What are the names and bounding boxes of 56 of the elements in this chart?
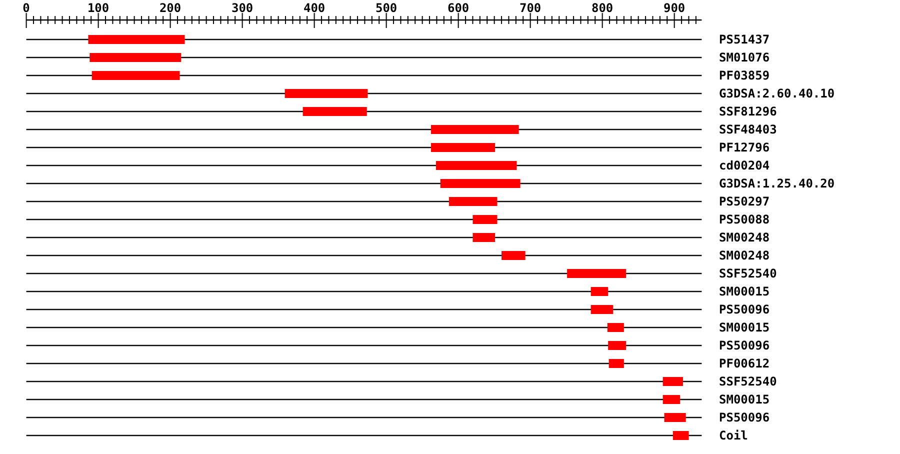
y-tick-label: SM00248 <box>719 230 770 244</box>
bar <box>662 395 680 404</box>
bar <box>430 143 496 152</box>
bar <box>590 287 608 296</box>
y-tick-label: Coil <box>719 428 748 442</box>
x-tick-label: 200 <box>159 1 182 15</box>
bar <box>672 431 689 440</box>
x-tick-label: 100 <box>87 1 110 15</box>
x-tick-label: 700 <box>519 1 542 15</box>
y-tick-label: PF03859 <box>719 68 770 82</box>
x-tick-label: 500 <box>375 1 398 15</box>
bar <box>567 269 626 278</box>
x-tick-label: 900 <box>663 1 686 15</box>
bar <box>448 197 498 206</box>
bar <box>88 35 185 44</box>
bar <box>436 161 517 170</box>
y-tick-label: PS51437 <box>719 32 770 46</box>
bar <box>284 89 368 98</box>
bar <box>92 71 180 80</box>
y-tick-label: PS50096 <box>719 302 770 316</box>
bar <box>607 323 624 332</box>
bar <box>90 53 182 62</box>
y-tick-label: PS50297 <box>719 194 770 208</box>
bar <box>302 107 367 116</box>
bar <box>430 125 519 134</box>
bar <box>472 215 498 224</box>
y-tick-label: SSF81296 <box>719 104 777 118</box>
y-tick-label: PS50096 <box>719 410 770 424</box>
bar <box>662 377 683 386</box>
y-tick-label: G3DSA:2.60.40.10 <box>719 86 835 100</box>
x-tick-label: 800 <box>591 1 614 15</box>
bar <box>664 413 686 422</box>
bar <box>472 233 496 242</box>
y-tick-label: cd00204 <box>719 158 770 172</box>
x-tick-label: 600 <box>447 1 470 15</box>
y-tick-label: SM01076 <box>719 50 770 64</box>
y-tick-label: PF00612 <box>719 356 770 370</box>
y-tick-label: SSF48403 <box>719 122 777 136</box>
y-tick-label: SM00248 <box>719 248 770 262</box>
y-tick-label: SM00015 <box>719 284 770 298</box>
x-tick-label: 300 <box>231 1 254 15</box>
y-tick-label: SSF52540 <box>719 374 777 388</box>
y-tick-label: SM00015 <box>719 320 770 334</box>
y-tick-label: PS50088 <box>719 212 770 226</box>
bar <box>608 359 624 368</box>
y-tick-label: PF12796 <box>719 140 770 154</box>
x-tick-label: 400 <box>303 1 326 15</box>
y-tick-label: PS50096 <box>719 338 770 352</box>
y-tick-label: SSF52540 <box>719 266 777 280</box>
bar <box>502 251 526 260</box>
x-tick-label: 0 <box>22 1 30 15</box>
y-tick-label: SM00015 <box>719 392 770 406</box>
bar <box>440 179 520 188</box>
bar <box>608 341 626 350</box>
bar <box>590 305 614 314</box>
y-tick-label: G3DSA:1.25.40.20 <box>719 176 835 190</box>
